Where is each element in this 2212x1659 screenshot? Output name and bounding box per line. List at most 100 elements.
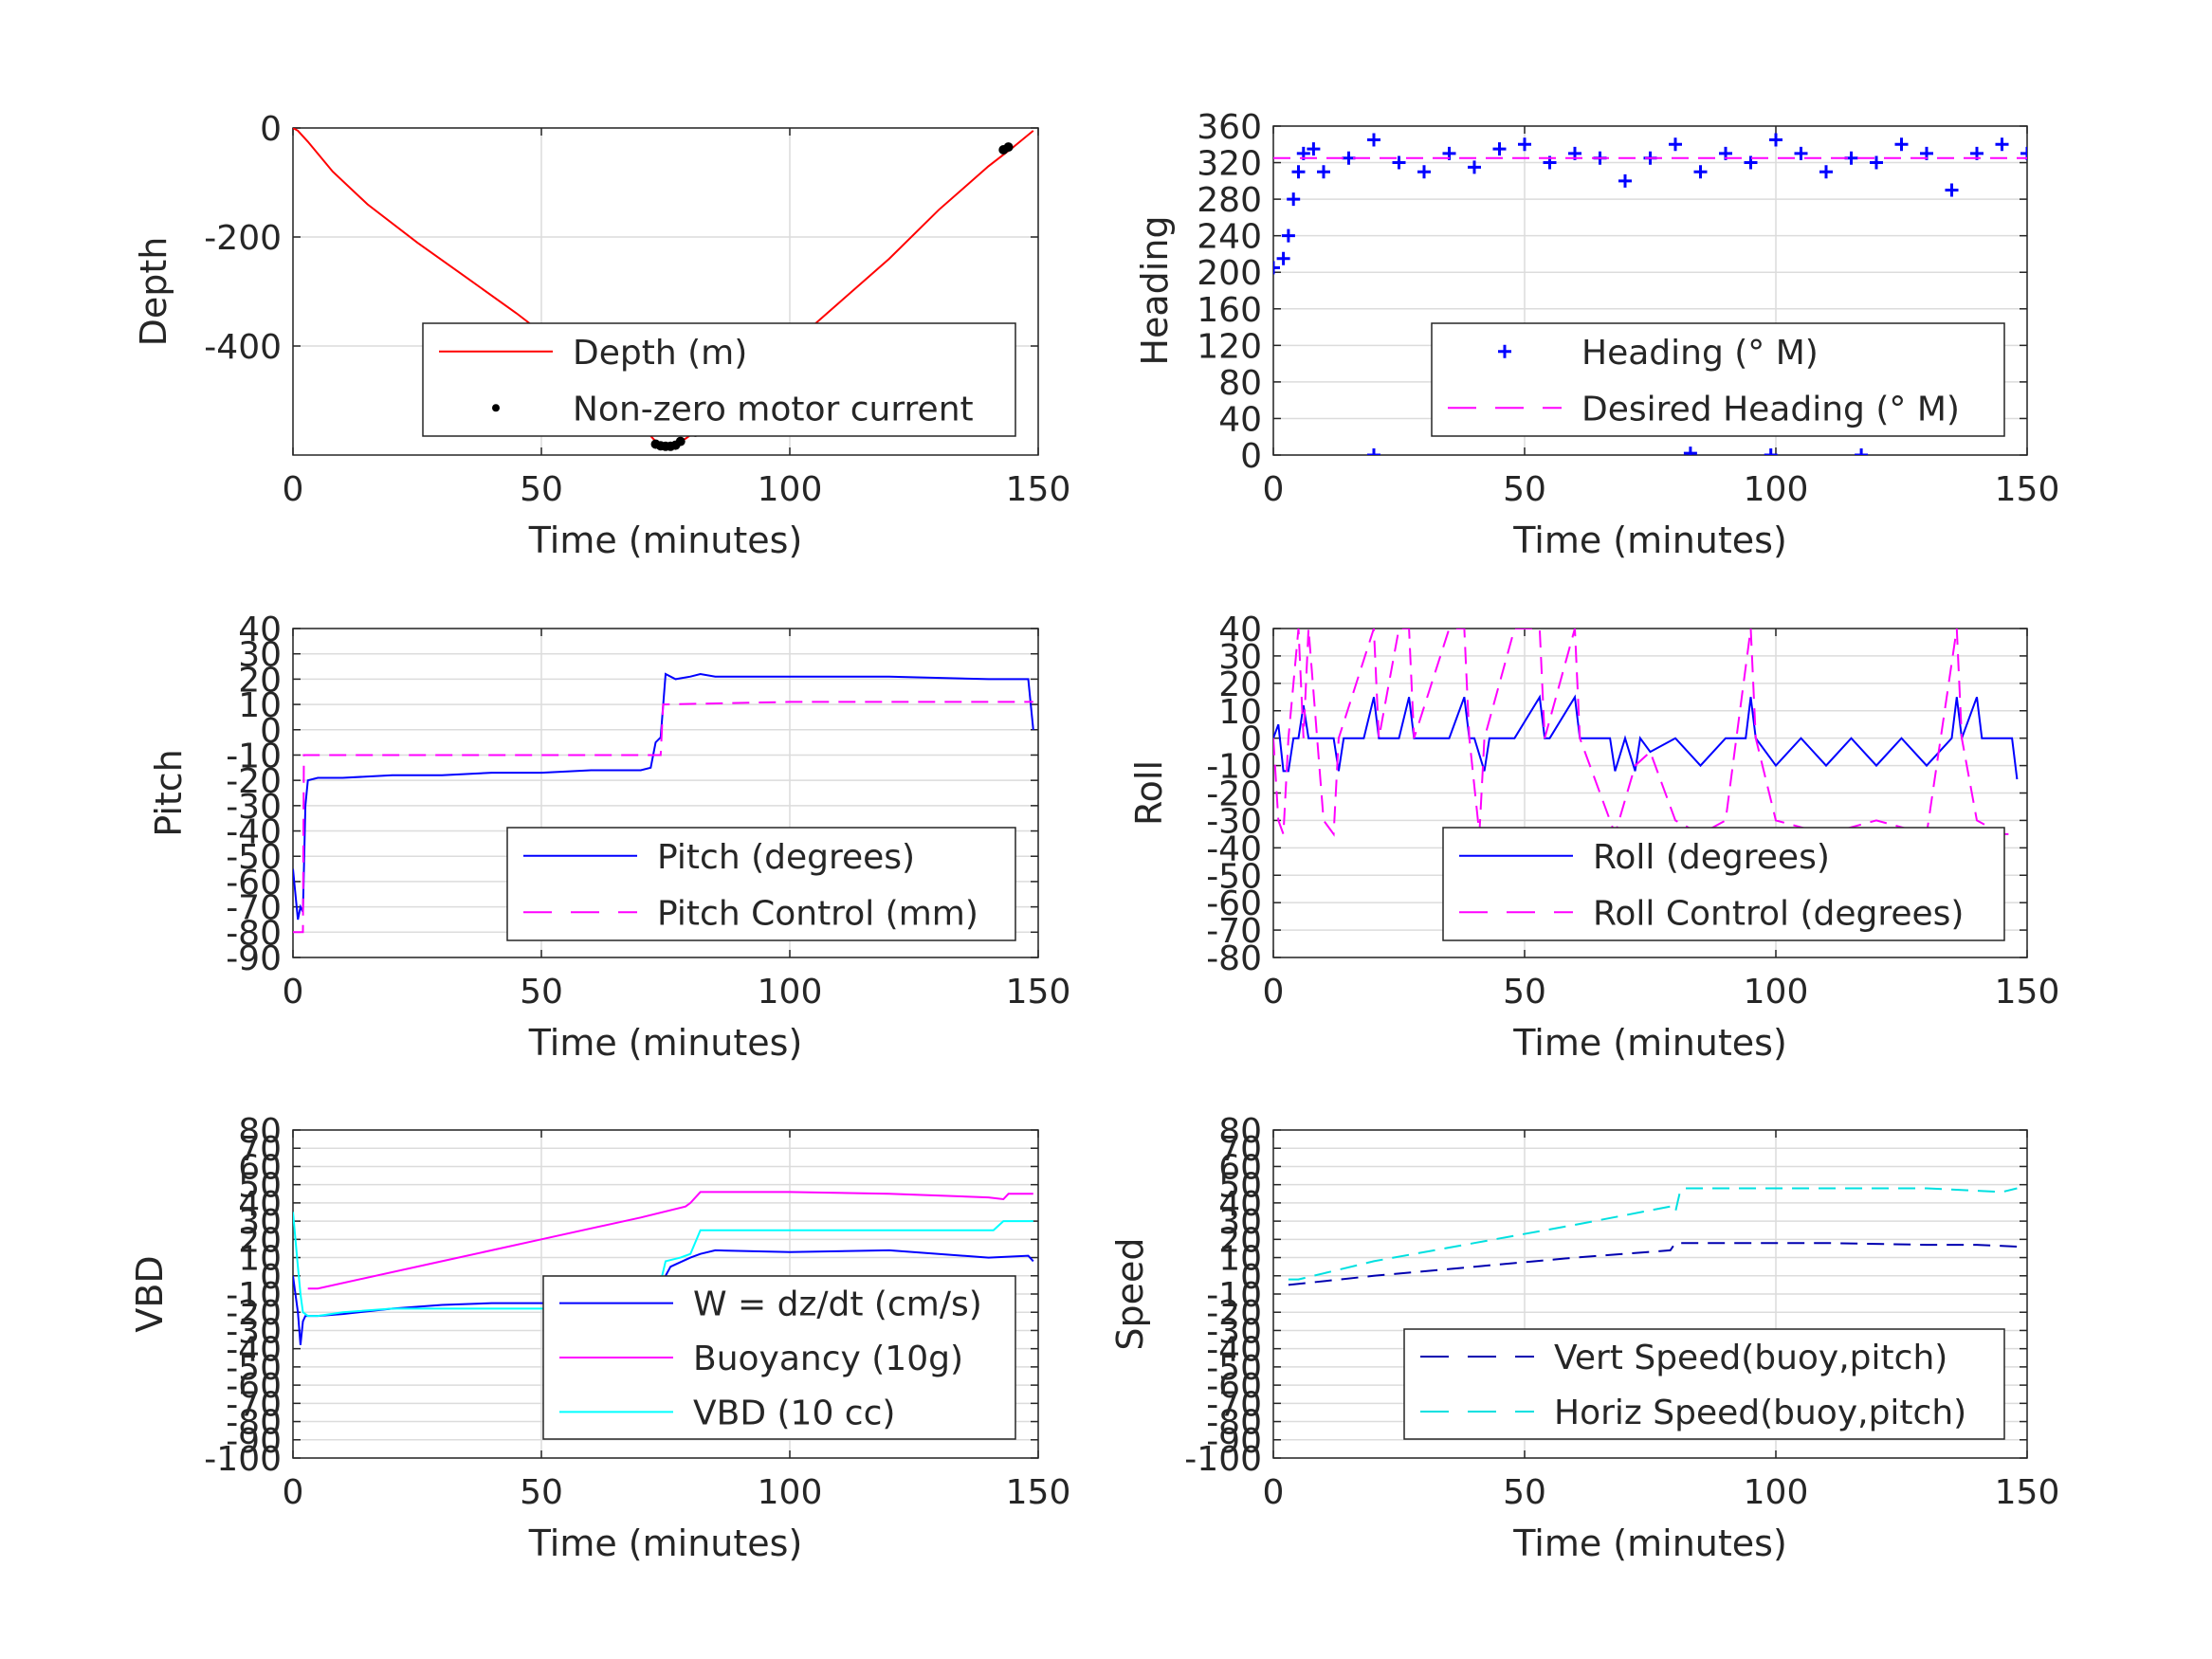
x-tick-label: 100 xyxy=(1744,1473,1809,1512)
data-point xyxy=(1392,155,1406,170)
y-tick-label: 40 xyxy=(238,611,282,649)
pitch-x-axis-label: Time (minutes) xyxy=(528,1022,803,1064)
vbd-x-axis-label: Time (minutes) xyxy=(528,1522,803,1564)
y-tick-label: -40 xyxy=(1206,1331,1262,1370)
x-tick-label: 0 xyxy=(1263,470,1285,509)
y-tick-label: 0 xyxy=(1240,720,1262,759)
series-vert-speed-buoy-pitch xyxy=(1288,1242,2018,1286)
series-line xyxy=(1288,1187,2018,1281)
pitch-chart: 0 50 100 150-90-80-70-60-50-40-30-20-100102… xyxy=(148,611,1070,1064)
series-line xyxy=(1273,694,2019,780)
y-tick-label: -40 xyxy=(226,813,282,852)
x-tick-label: 100 xyxy=(758,470,823,509)
x-tick-label: 100 xyxy=(1744,470,1809,509)
y-tick-label: 10 xyxy=(238,686,282,725)
y-tick-label: 160 xyxy=(1197,291,1262,330)
legend-entry: Depth (m) xyxy=(573,334,747,373)
y-tick-label: -50 xyxy=(1206,1349,1262,1388)
y-tick-label: 70 xyxy=(1218,1130,1262,1169)
y-tick-label: 0 xyxy=(1240,437,1262,476)
y-tick-label: 200 xyxy=(1197,254,1262,293)
y-tick-label: -80 xyxy=(1206,1404,1262,1443)
data-point xyxy=(1417,165,1431,179)
depth-chart: 0 50 100 150 -400 -200 0 Time (minutes) Depth Dep… xyxy=(133,110,1070,561)
x-tick-label: 50 xyxy=(520,973,563,1012)
y-tick-label: 50 xyxy=(238,1167,282,1206)
roll-chart: 0 50 100 150-80-70-60-50-40-30-20-100102030… xyxy=(1128,611,2059,1064)
legend-swatch xyxy=(492,404,500,412)
y-tick-label: -80 xyxy=(226,1404,282,1443)
data-point xyxy=(1683,447,1697,455)
y-tick-label: 40 xyxy=(238,1185,282,1224)
heading-x-axis-label: Time (minutes) xyxy=(1512,520,1787,561)
y-tick-label: -90 xyxy=(226,1422,282,1461)
x-tick-label: 0 xyxy=(1263,973,1285,1012)
y-tick-label: -60 xyxy=(226,1367,282,1406)
y-tick-label: 60 xyxy=(238,1148,282,1187)
series-roll-degrees xyxy=(1273,694,2019,780)
legend-swatch xyxy=(1498,344,1511,358)
y-tick-label: -30 xyxy=(1206,1312,1262,1351)
data-point xyxy=(1794,146,1808,160)
y-tick-label: -10 xyxy=(1206,748,1262,787)
y-tick-label: -70 xyxy=(226,889,282,928)
data-point xyxy=(1819,165,1833,179)
y-tick-label: -60 xyxy=(1206,884,1262,923)
x-tick-label: 50 xyxy=(1503,470,1546,509)
heading-legend: Heading (° M) Desired Heading (° M) xyxy=(1431,322,2005,437)
y-tick-label: -50 xyxy=(226,838,282,877)
x-tick-label: 50 xyxy=(1503,1473,1546,1512)
y-tick-label: -20 xyxy=(1206,1294,1262,1333)
y-tick-label: -30 xyxy=(1206,802,1262,841)
pitch-axes-box xyxy=(292,628,1039,958)
y-tick-label: -100 xyxy=(1184,1440,1262,1479)
legend-entry: Desired Heading (° M) xyxy=(1581,390,1960,428)
data-point xyxy=(1769,133,1782,147)
pitch-legend: Pitch (degrees) Pitch Control (mm) xyxy=(506,827,1016,941)
y-tick-label: 20 xyxy=(238,661,282,700)
legend-box xyxy=(506,827,1016,941)
y-tick-label: -80 xyxy=(226,914,282,953)
x-tick-label: 150 xyxy=(1995,470,2060,509)
data-point xyxy=(1003,142,1014,153)
x-tick-label: 0 xyxy=(1263,1473,1285,1512)
legend-entry: Heading (° M) xyxy=(1581,334,1819,373)
legend-box xyxy=(1442,827,2005,941)
y-tick-label: -50 xyxy=(1206,857,1262,896)
data-point xyxy=(2020,146,2027,160)
y-tick-label: 20 xyxy=(238,1221,282,1260)
y-tick-label: -60 xyxy=(1206,1367,1262,1406)
y-tick-label: -10 xyxy=(226,1276,282,1315)
y-tick-label: 70 xyxy=(238,1130,282,1169)
y-tick-label: 0 xyxy=(1240,1258,1262,1297)
roll-y-axis-label: Roll xyxy=(1128,760,1170,826)
y-tick-label: -30 xyxy=(226,1312,282,1351)
x-tick-label: 150 xyxy=(1995,1473,2060,1512)
y-tick-label: 60 xyxy=(1218,1148,1262,1187)
y-tick-label: 40 xyxy=(1218,611,1262,649)
y-tick-label: -10 xyxy=(226,737,282,775)
y-tick-label: 30 xyxy=(1218,638,1262,677)
y-tick-label: 240 xyxy=(1197,218,1262,257)
x-tick-label: 0 xyxy=(283,470,304,509)
speed-chart: 0 50 100 150-100-90-80-70-60-50-40-30-20-10… xyxy=(1109,1112,2059,1564)
y-tick-label: 30 xyxy=(238,636,282,675)
speed-x-axis-label: Time (minutes) xyxy=(1512,1522,1787,1564)
data-point xyxy=(1693,165,1708,179)
y-tick-label: 280 xyxy=(1197,181,1262,220)
x-tick-label: 150 xyxy=(1006,1473,1071,1512)
x-tick-label: 100 xyxy=(758,973,823,1012)
series-buoyancy-10g xyxy=(307,1191,1033,1290)
y-tick-label: -70 xyxy=(1206,1385,1262,1424)
y-tick-label: -90 xyxy=(226,939,282,978)
y-tick-label: -40 xyxy=(226,1331,282,1370)
y-tick-label: -20 xyxy=(226,1294,282,1333)
data-point xyxy=(675,436,686,447)
pitch-y-axis-label: Pitch xyxy=(148,749,190,837)
y-tick-label: 10 xyxy=(238,1240,282,1279)
data-point xyxy=(1945,183,1959,197)
legend-box xyxy=(422,322,1016,437)
y-tick-label: 40 xyxy=(1218,1185,1262,1224)
data-point xyxy=(1618,173,1632,188)
